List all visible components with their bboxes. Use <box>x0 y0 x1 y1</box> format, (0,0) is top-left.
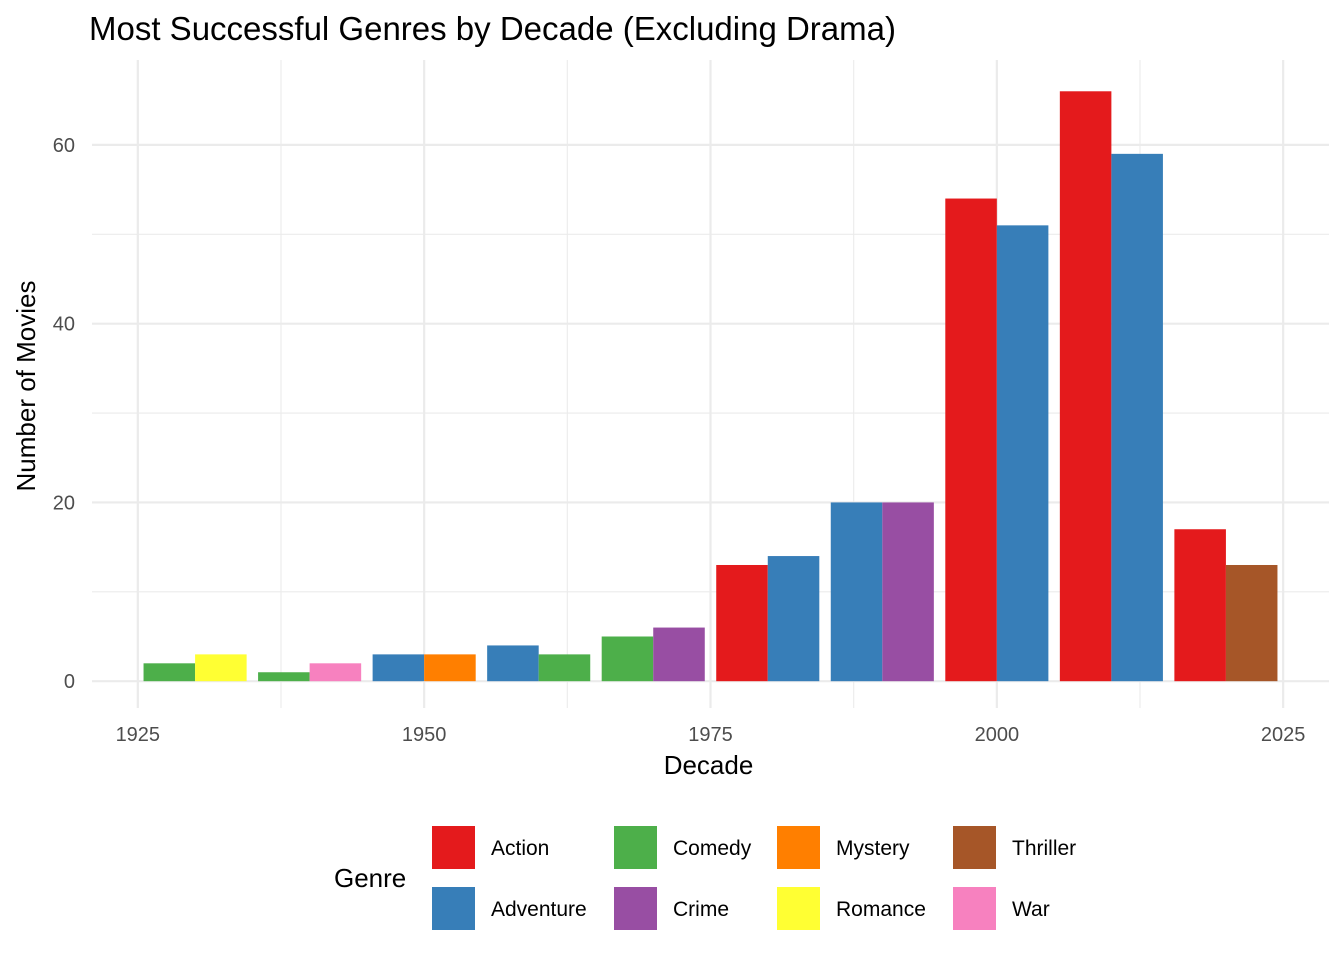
x-tick-label: 1925 <box>116 724 161 746</box>
y-tick-label: 40 <box>53 314 75 336</box>
bar-1990-adventure <box>830 502 883 682</box>
chart-title: Most Successful Genres by Decade (Exclud… <box>89 10 896 47</box>
bar-2000-action <box>945 198 997 682</box>
x-tick-label: 1950 <box>402 724 447 746</box>
legend-key-comedy <box>614 826 657 869</box>
bar-1940-war <box>309 663 362 682</box>
legend-label-romance: Romance <box>836 898 926 921</box>
x-axis-ticks: 1925 1950 1975 2000 2025 <box>116 724 1306 746</box>
bar-2010-action <box>1059 91 1112 682</box>
bar-2020-action <box>1174 529 1226 682</box>
y-tick-label: 0 <box>64 671 75 693</box>
bar-2020-thriller <box>1225 564 1278 682</box>
legend-label-war: War <box>1012 898 1050 921</box>
bar-1980-action <box>716 564 768 682</box>
bar-1950-adventure <box>372 654 425 682</box>
legend-label-action: Action <box>491 837 549 860</box>
bar-2010-adventure <box>1111 153 1163 682</box>
y-tick-label: 60 <box>53 135 75 157</box>
bars <box>143 91 1278 682</box>
x-tick-label: 2000 <box>975 724 1020 746</box>
legend-key-mystery <box>777 826 820 869</box>
bar-1970-crime <box>653 627 705 682</box>
y-axis-title: Number of Movies <box>11 281 41 492</box>
legend-label-crime: Crime <box>673 898 729 921</box>
legend-label-thriller: Thriller <box>1012 837 1076 860</box>
legend-key-action <box>432 826 475 869</box>
legend-key-adventure <box>432 887 475 930</box>
bar-1930-romance <box>195 654 247 682</box>
bar-1960-comedy <box>538 654 591 682</box>
legend-items: Action Adventure Comedy Crime Mystery Romance… <box>432 826 1076 930</box>
bar-1940-comedy <box>258 672 310 682</box>
bar-1970-comedy <box>601 636 654 682</box>
bar-1990-crime <box>882 502 934 682</box>
bar-1960-adventure <box>487 645 539 682</box>
legend-label-mystery: Mystery <box>836 837 910 860</box>
bar-1930-comedy <box>143 663 196 682</box>
legend-title: Genre <box>334 863 406 893</box>
x-axis-title: Decade <box>664 750 754 780</box>
legend-key-thriller <box>953 826 996 869</box>
y-axis-ticks: 0 20 40 60 <box>53 135 75 693</box>
x-tick-label: 2025 <box>1261 724 1306 746</box>
legend-key-war <box>953 887 996 930</box>
x-tick-label: 1975 <box>688 724 733 746</box>
legend: Genre Action Adventure Comedy Crime Mystery R… <box>334 826 1076 930</box>
bar-2000-adventure <box>996 225 1049 682</box>
legend-key-romance <box>777 887 820 930</box>
bar-1980-adventure <box>767 556 820 682</box>
y-tick-label: 20 <box>53 492 75 514</box>
legend-key-crime <box>614 887 657 930</box>
legend-label-adventure: Adventure <box>491 898 587 921</box>
legend-label-comedy: Comedy <box>673 837 752 860</box>
bar-1950-mystery <box>424 654 476 682</box>
